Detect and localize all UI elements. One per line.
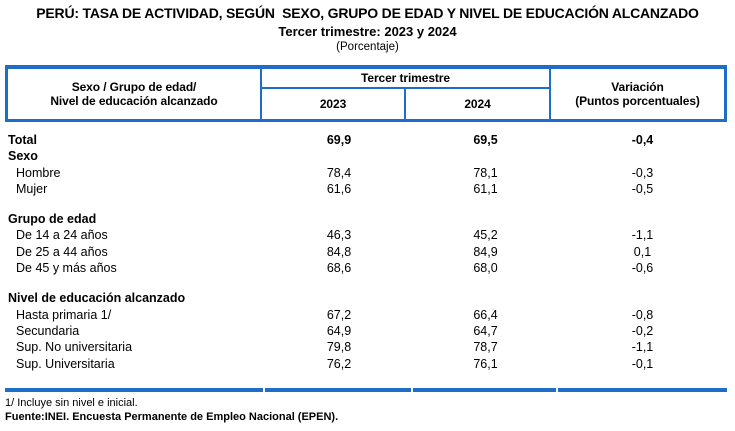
spacer-row	[5, 276, 727, 290]
table-row: Grupo de edad	[5, 211, 727, 227]
table-row: Mujer 61,6 61,1 -0,5	[5, 181, 727, 197]
value-variation: -0,4	[631, 133, 654, 147]
value-2024: 68,0	[473, 261, 498, 276]
footnotes: 1/ Incluye sin nivel e inicial. Fuente:I…	[5, 397, 735, 424]
value-variation: 0,1	[633, 244, 652, 259]
value-variation	[558, 290, 727, 306]
unit-note: (Porcentaje)	[336, 41, 399, 53]
spacer-row	[5, 197, 727, 211]
value-variation: -0,2	[631, 323, 654, 338]
value-2024: 61,1	[473, 181, 498, 196]
value-2024: 66,4	[473, 307, 498, 322]
header-group-tercer-trimestre: Tercer trimestre 2023 2024	[262, 69, 551, 119]
value-2023: 78,4	[326, 165, 352, 180]
value-variation: -0,5	[631, 181, 654, 196]
value-variation: -0,8	[631, 307, 654, 322]
table-row: Hasta primaria 1/ 67,2 66,4 -0,8	[5, 307, 727, 323]
value-2024: 78,1	[473, 165, 498, 180]
value-2024: 64,7	[473, 323, 498, 338]
header-group-label: Tercer trimestre	[262, 69, 549, 89]
value-2023: 67,2	[326, 307, 352, 322]
table-row: De 25 a 44 años 84,8 84,9 0,1	[5, 244, 727, 260]
value-variation: -0,3	[631, 165, 654, 180]
activity-rate-table: Sexo / Grupo de edad/ Nivel de educación…	[5, 65, 727, 392]
source-note: Fuente:INEI. Encuesta Permanente de Empl…	[5, 410, 339, 423]
header-label-line1: Sexo / Grupo de edad/	[71, 79, 197, 94]
table-row: Secundaria 64,9 64,7 -0,2	[5, 323, 727, 339]
value-2024	[413, 148, 558, 164]
value-variation	[558, 211, 727, 227]
table-row: Sexo	[5, 148, 727, 164]
row-label: Hasta primaria 1/	[16, 307, 112, 322]
value-variation	[558, 148, 727, 164]
header-variation-line1: Variación	[611, 79, 664, 94]
value-2024	[413, 211, 558, 227]
bottom-rule-segment	[265, 387, 411, 392]
row-label: Hombre	[16, 165, 61, 180]
value-2024	[413, 290, 558, 306]
row-label: De 14 a 24 años	[16, 228, 108, 243]
header-label-column: Sexo / Grupo de edad/ Nivel de educación…	[8, 69, 262, 119]
table-row: Hombre 78,4 78,1 -0,3	[5, 165, 727, 181]
table-row: Sup. Universitaria 76,2 76,1 -0,1	[5, 356, 727, 372]
page-subtitle: Tercer trimestre: 2023 y 2024	[278, 24, 457, 39]
value-variation: -1,1	[631, 228, 654, 243]
table-row: Nivel de educación alcanzado	[5, 290, 727, 306]
value-2023	[265, 290, 413, 306]
value-2024: 45,2	[473, 228, 498, 243]
page-title: PERÚ: TASA DE ACTIVIDAD, SEGÚN SEXO, GRU…	[36, 5, 699, 21]
row-label: De 45 y más años	[16, 261, 117, 276]
header-year-2023: 2023	[262, 89, 406, 119]
table-header: Sexo / Grupo de edad/ Nivel de educación…	[5, 65, 727, 122]
value-variation: -0,1	[631, 356, 654, 371]
value-variation: -0,6	[631, 261, 654, 276]
row-label: Grupo de edad	[8, 212, 97, 227]
row-label: Sup. No universitaria	[16, 340, 133, 355]
value-2023: 64,9	[326, 323, 352, 338]
row-label: Total	[8, 133, 37, 147]
row-label: Nivel de educación alcanzado	[8, 291, 186, 306]
bottom-rule-segment	[413, 387, 556, 392]
header-variation-line2: (Puntos porcentuales)	[575, 94, 700, 108]
value-2023: 69,9	[326, 133, 352, 147]
value-2023: 61,6	[326, 181, 352, 196]
table-row: De 14 a 24 años 46,3 45,2 -1,1	[5, 227, 727, 243]
header-label-line2: Nivel de educación alcanzado	[50, 94, 218, 108]
table-body: Total 69,9 69,5 -0,4 Sexo Hombre 78,4 78…	[5, 122, 727, 388]
table-row: De 45 y más años 68,6 68,0 -0,6	[5, 260, 727, 276]
header-variation-column: Variación (Puntos porcentuales)	[551, 69, 724, 119]
row-label: Sup. Universitaria	[16, 356, 115, 371]
bottom-rule-segment	[5, 387, 263, 392]
footnote-1: 1/ Incluye sin nivel e inicial.	[5, 396, 138, 409]
value-2023: 79,8	[326, 340, 352, 355]
header-year-2024: 2024	[464, 97, 491, 111]
table-row: Total 69,9 69,5 -0,4	[5, 132, 727, 148]
value-2024: 78,7	[473, 340, 498, 355]
row-label: Sexo	[8, 149, 38, 164]
value-variation: -1,1	[631, 340, 654, 355]
value-2024: 69,5	[473, 133, 498, 147]
value-2023: 76,2	[326, 356, 352, 371]
row-label: De 25 a 44 años	[16, 244, 108, 259]
row-label: Mujer	[16, 181, 48, 196]
bottom-rule-segment	[558, 387, 727, 392]
value-2023	[265, 211, 413, 227]
row-label: Secundaria	[16, 323, 80, 338]
value-2024: 84,9	[473, 244, 498, 259]
value-2023	[265, 148, 413, 164]
table-bottom-rule	[5, 387, 727, 392]
value-2023: 68,6	[326, 261, 352, 276]
header-year-row: 2023 2024	[262, 89, 549, 119]
value-2023: 84,8	[326, 244, 352, 259]
table-row: Sup. No universitaria 79,8 78,7 -1,1	[5, 339, 727, 355]
value-2024: 76,1	[473, 356, 498, 371]
value-2023: 46,3	[326, 228, 352, 243]
